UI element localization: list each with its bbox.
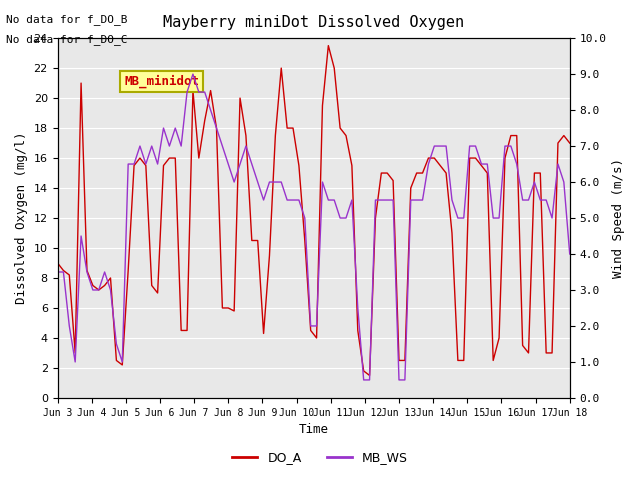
Text: MB_minidot: MB_minidot bbox=[124, 75, 199, 88]
Legend: DO_A, MB_WS: DO_A, MB_WS bbox=[227, 446, 413, 469]
Text: No data for f_DO_B: No data for f_DO_B bbox=[6, 14, 128, 25]
Title: Mayberry miniDot Dissolved Oxygen: Mayberry miniDot Dissolved Oxygen bbox=[163, 15, 464, 30]
Y-axis label: Dissolved Oxygen (mg/l): Dissolved Oxygen (mg/l) bbox=[15, 132, 28, 304]
Y-axis label: Wind Speed (m/s): Wind Speed (m/s) bbox=[612, 158, 625, 278]
X-axis label: Time: Time bbox=[299, 423, 328, 436]
Text: No data for f_DO_C: No data for f_DO_C bbox=[6, 34, 128, 45]
